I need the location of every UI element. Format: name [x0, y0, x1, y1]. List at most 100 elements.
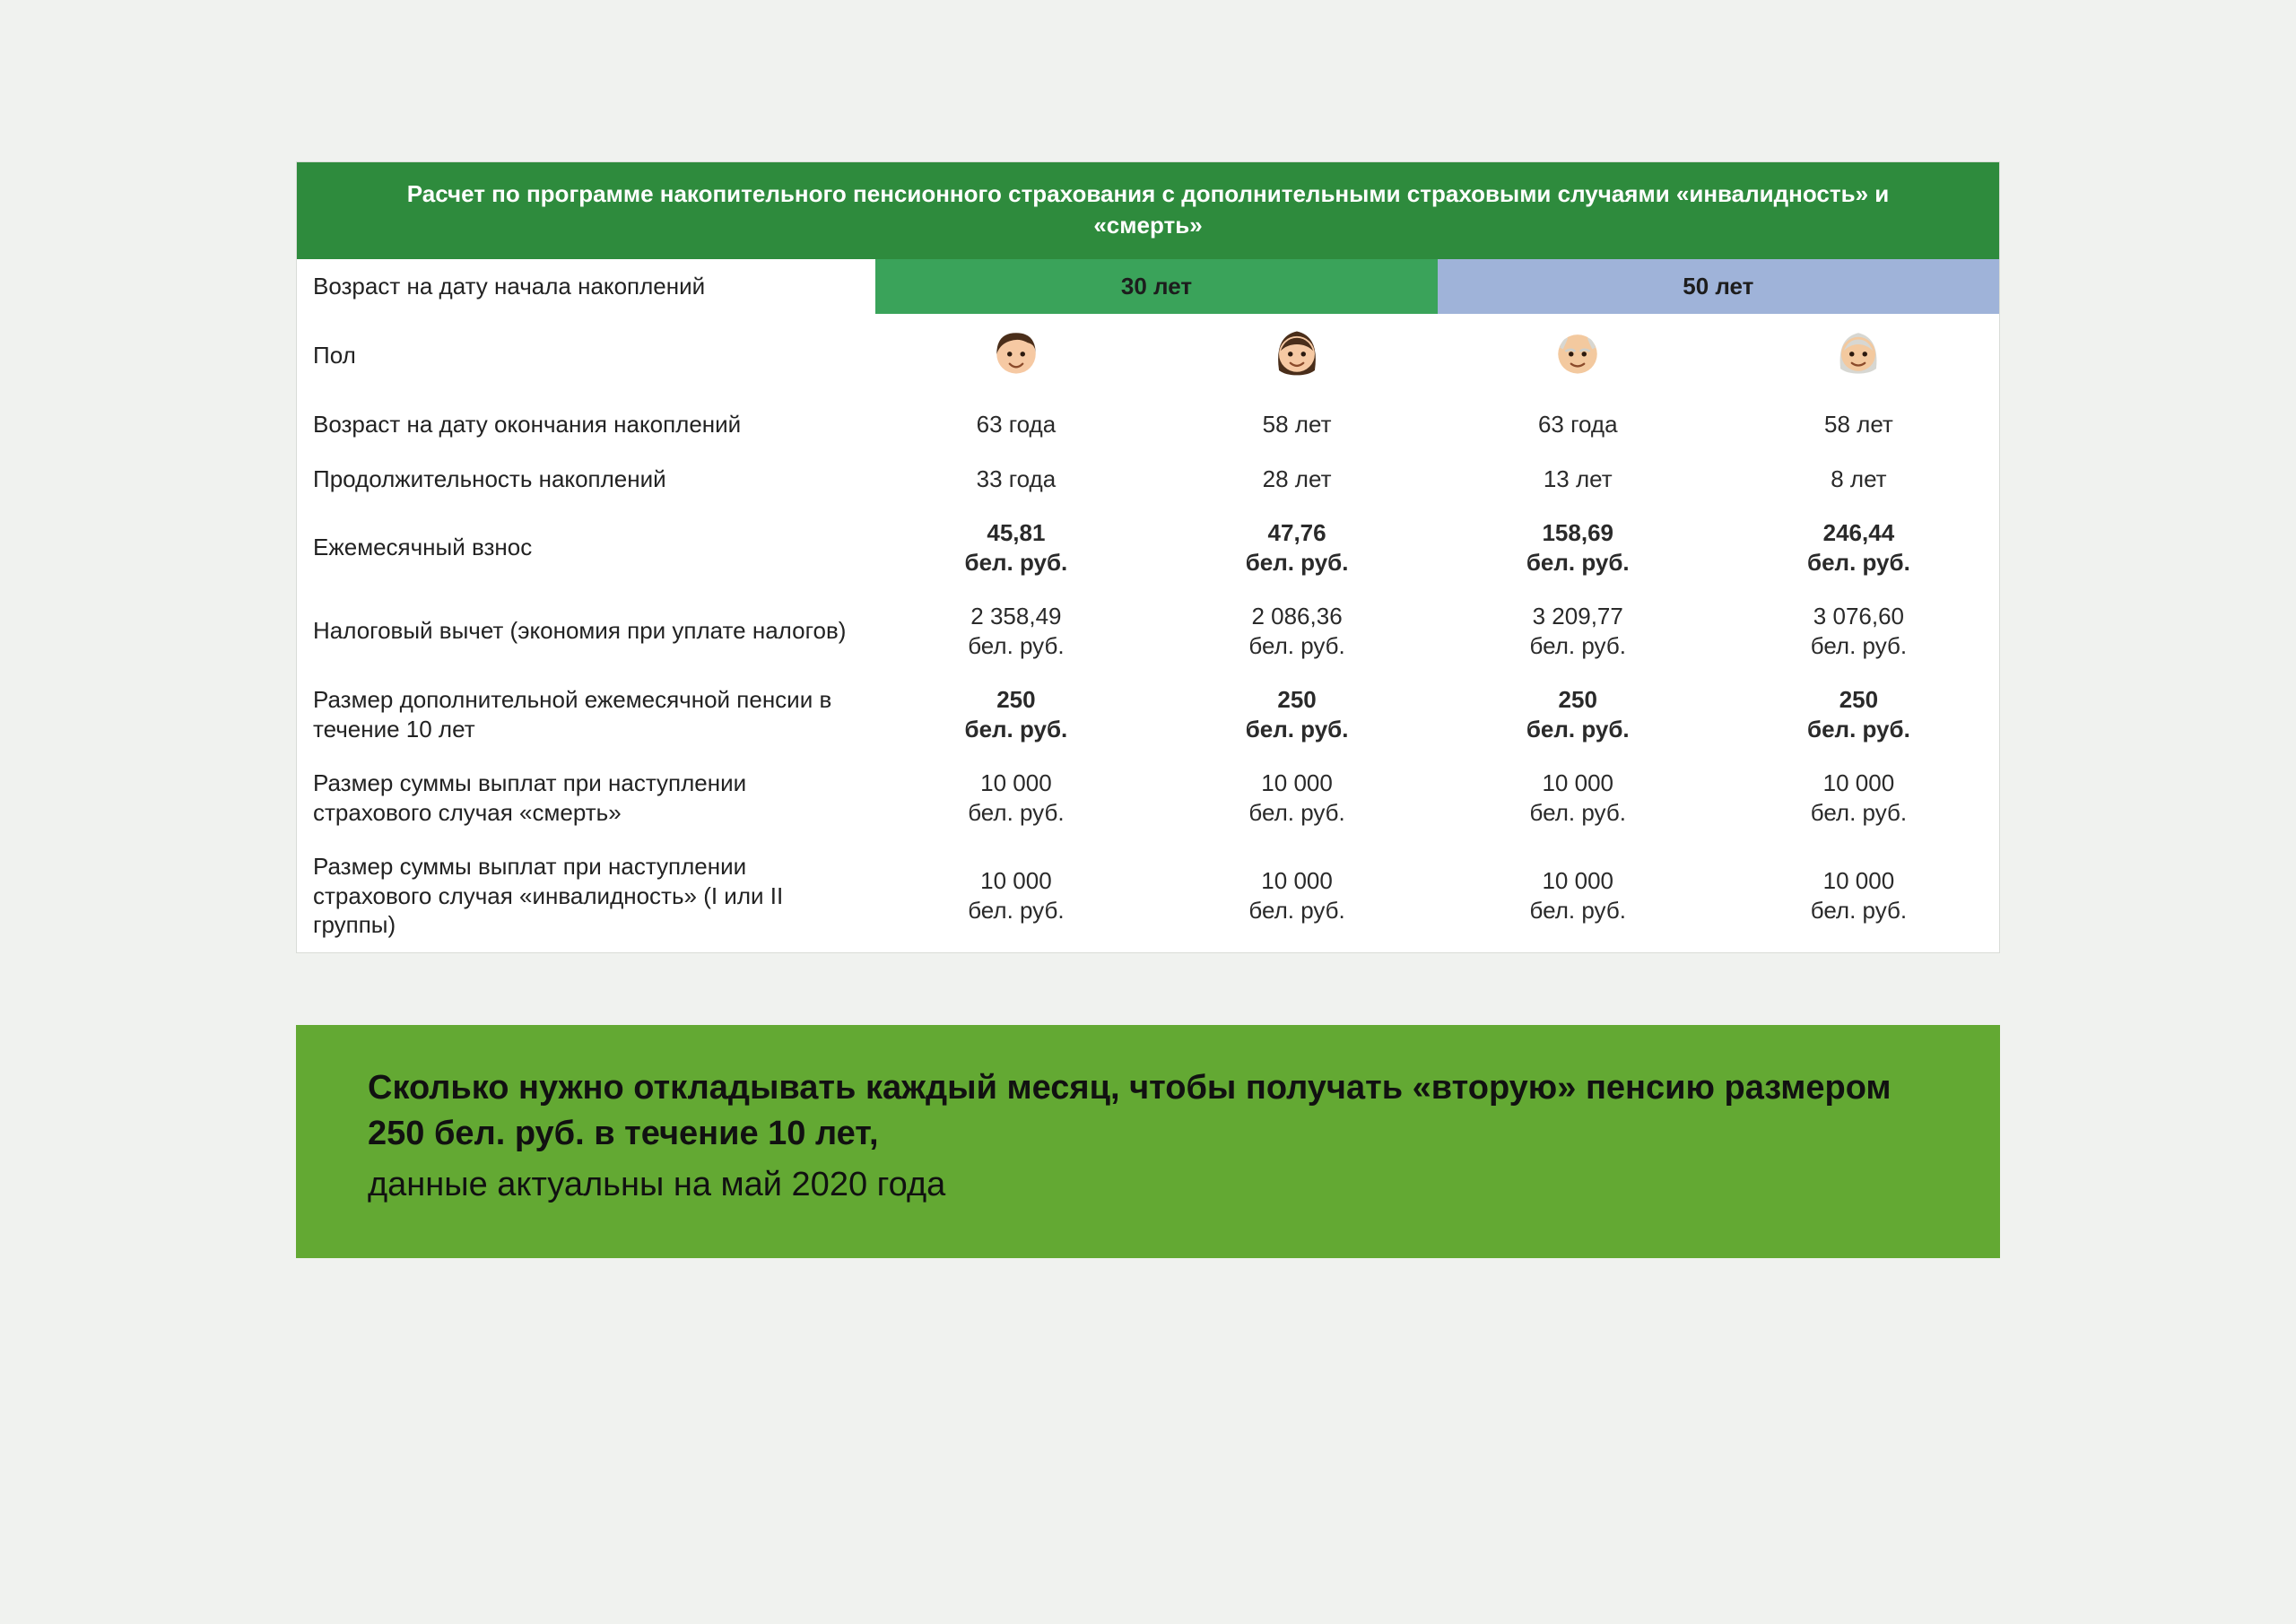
unit: бел. руб. [891, 896, 1140, 925]
num: 10 000 [980, 769, 1052, 796]
num: 45,81 [987, 519, 1045, 546]
val-dis-1: 10 000 бел. руб. [1156, 839, 1437, 952]
unit: бел. руб. [1172, 896, 1421, 925]
val-death-1: 10 000 бел. руб. [1156, 756, 1437, 839]
label-gender: Пол [297, 314, 875, 398]
label-duration: Продолжительность накоплений [297, 452, 875, 507]
unit: бел. руб. [891, 715, 1140, 744]
val-duration-1: 28 лет [1156, 452, 1437, 507]
row-extra-pension: Размер дополнительной ежемесячной пенсии… [297, 673, 1999, 756]
row-age-start: Возраст на дату начала накоплений 30 лет… [297, 259, 1999, 314]
footer-callout: Сколько нужно откладывать каждый месяц, … [296, 1025, 2000, 1258]
unit: бел. руб. [1454, 715, 1702, 744]
val-extra-2: 250 бел. руб. [1438, 673, 1718, 756]
val-end-age-1: 58 лет [1156, 397, 1437, 452]
num: 2 358,49 [970, 603, 1061, 630]
val-duration-2: 13 лет [1438, 452, 1718, 507]
num: 250 [996, 686, 1035, 713]
unit: бел. руб. [891, 798, 1140, 828]
unit: бел. руб. [1172, 715, 1421, 744]
val-tax-3: 3 076,60 бел. руб. [1718, 589, 1999, 673]
male-young-icon [990, 326, 1042, 378]
num: 3 076,60 [1813, 603, 1904, 630]
num: 250 [1839, 686, 1878, 713]
val-dis-0: 10 000 бел. руб. [875, 839, 1156, 952]
val-tax-1: 2 086,36 бел. руб. [1156, 589, 1437, 673]
icon-female-old [1718, 314, 1999, 398]
unit: бел. руб. [1735, 896, 1983, 925]
female-old-icon [1832, 326, 1884, 378]
unit: бел. руб. [1735, 715, 1983, 744]
male-old-icon [1552, 326, 1604, 378]
num: 250 [1277, 686, 1316, 713]
row-end-age: Возраст на дату окончания накоплений 63 … [297, 397, 1999, 452]
icon-male-young [875, 314, 1156, 398]
num: 158,69 [1542, 519, 1613, 546]
val-duration-3: 8 лет [1718, 452, 1999, 507]
unit: бел. руб. [891, 631, 1140, 661]
row-payout-disability: Размер суммы выплат при наступлении стра… [297, 839, 1999, 952]
num: 10 000 [980, 867, 1052, 894]
val-end-age-2: 63 года [1438, 397, 1718, 452]
val-extra-3: 250 бел. руб. [1718, 673, 1999, 756]
unit: бел. руб. [1172, 798, 1421, 828]
footer-line1: Сколько нужно откладывать каждый месяц, … [368, 1065, 1937, 1158]
num: 10 000 [1823, 769, 1895, 796]
num: 10 000 [1823, 867, 1895, 894]
val-monthly-fee-3: 246,44 бел. руб. [1718, 506, 1999, 589]
val-tax-0: 2 358,49 бел. руб. [875, 589, 1156, 673]
label-end-age: Возраст на дату окончания накоплений [297, 397, 875, 452]
val-death-0: 10 000 бел. руб. [875, 756, 1156, 839]
unit: бел. руб. [1172, 548, 1421, 578]
icon-female-young [1156, 314, 1437, 398]
age-50-header: 50 лет [1438, 259, 1999, 314]
unit: бел. руб. [891, 548, 1140, 578]
label-age-start: Возраст на дату начала накоплений [297, 259, 875, 314]
num: 10 000 [1542, 769, 1613, 796]
num: 10 000 [1261, 867, 1333, 894]
data-table: Возраст на дату начала накоплений 30 лет… [297, 259, 1999, 952]
label-tax-deduction: Налоговый вычет (экономия при уплате нал… [297, 589, 875, 673]
female-young-icon [1271, 326, 1323, 378]
label-payout-disability: Размер суммы выплат при наступлении стра… [297, 839, 875, 952]
unit: бел. руб. [1735, 631, 1983, 661]
label-payout-death: Размер суммы выплат при наступлении стра… [297, 756, 875, 839]
num: 10 000 [1261, 769, 1333, 796]
num: 10 000 [1542, 867, 1613, 894]
val-monthly-fee-1: 47,76 бел. руб. [1156, 506, 1437, 589]
val-end-age-0: 63 года [875, 397, 1156, 452]
pension-table: Расчет по программе накопительного пенси… [296, 161, 2000, 953]
num: 246,44 [1823, 519, 1895, 546]
val-dis-2: 10 000 бел. руб. [1438, 839, 1718, 952]
val-end-age-3: 58 лет [1718, 397, 1999, 452]
unit: бел. руб. [1735, 798, 1983, 828]
icon-male-old [1438, 314, 1718, 398]
val-extra-0: 250 бел. руб. [875, 673, 1156, 756]
val-monthly-fee-2: 158,69 бел. руб. [1438, 506, 1718, 589]
label-monthly-fee: Ежемесячный взнос [297, 506, 875, 589]
unit: бел. руб. [1454, 798, 1702, 828]
val-duration-0: 33 года [875, 452, 1156, 507]
row-payout-death: Размер суммы выплат при наступлении стра… [297, 756, 1999, 839]
unit: бел. руб. [1172, 631, 1421, 661]
row-gender: Пол [297, 314, 1999, 398]
page: Расчет по программе накопительного пенси… [0, 0, 2296, 1624]
val-tax-2: 3 209,77 бел. руб. [1438, 589, 1718, 673]
age-30-header: 30 лет [875, 259, 1437, 314]
val-extra-1: 250 бел. руб. [1156, 673, 1437, 756]
val-monthly-fee-0: 45,81 бел. руб. [875, 506, 1156, 589]
unit: бел. руб. [1454, 896, 1702, 925]
val-dis-3: 10 000 бел. руб. [1718, 839, 1999, 952]
row-duration: Продолжительность накоплений 33 года 28 … [297, 452, 1999, 507]
num: 3 209,77 [1533, 603, 1623, 630]
label-extra-pension: Размер дополнительной ежемесячной пенсии… [297, 673, 875, 756]
val-death-2: 10 000 бел. руб. [1438, 756, 1718, 839]
num: 250 [1559, 686, 1597, 713]
val-death-3: 10 000 бел. руб. [1718, 756, 1999, 839]
unit: бел. руб. [1454, 548, 1702, 578]
num: 2 086,36 [1251, 603, 1342, 630]
footer-line2: данные актуальны на май 2020 года [368, 1162, 1937, 1208]
row-tax-deduction: Налоговый вычет (экономия при уплате нал… [297, 589, 1999, 673]
unit: бел. руб. [1454, 631, 1702, 661]
num: 47,76 [1268, 519, 1326, 546]
